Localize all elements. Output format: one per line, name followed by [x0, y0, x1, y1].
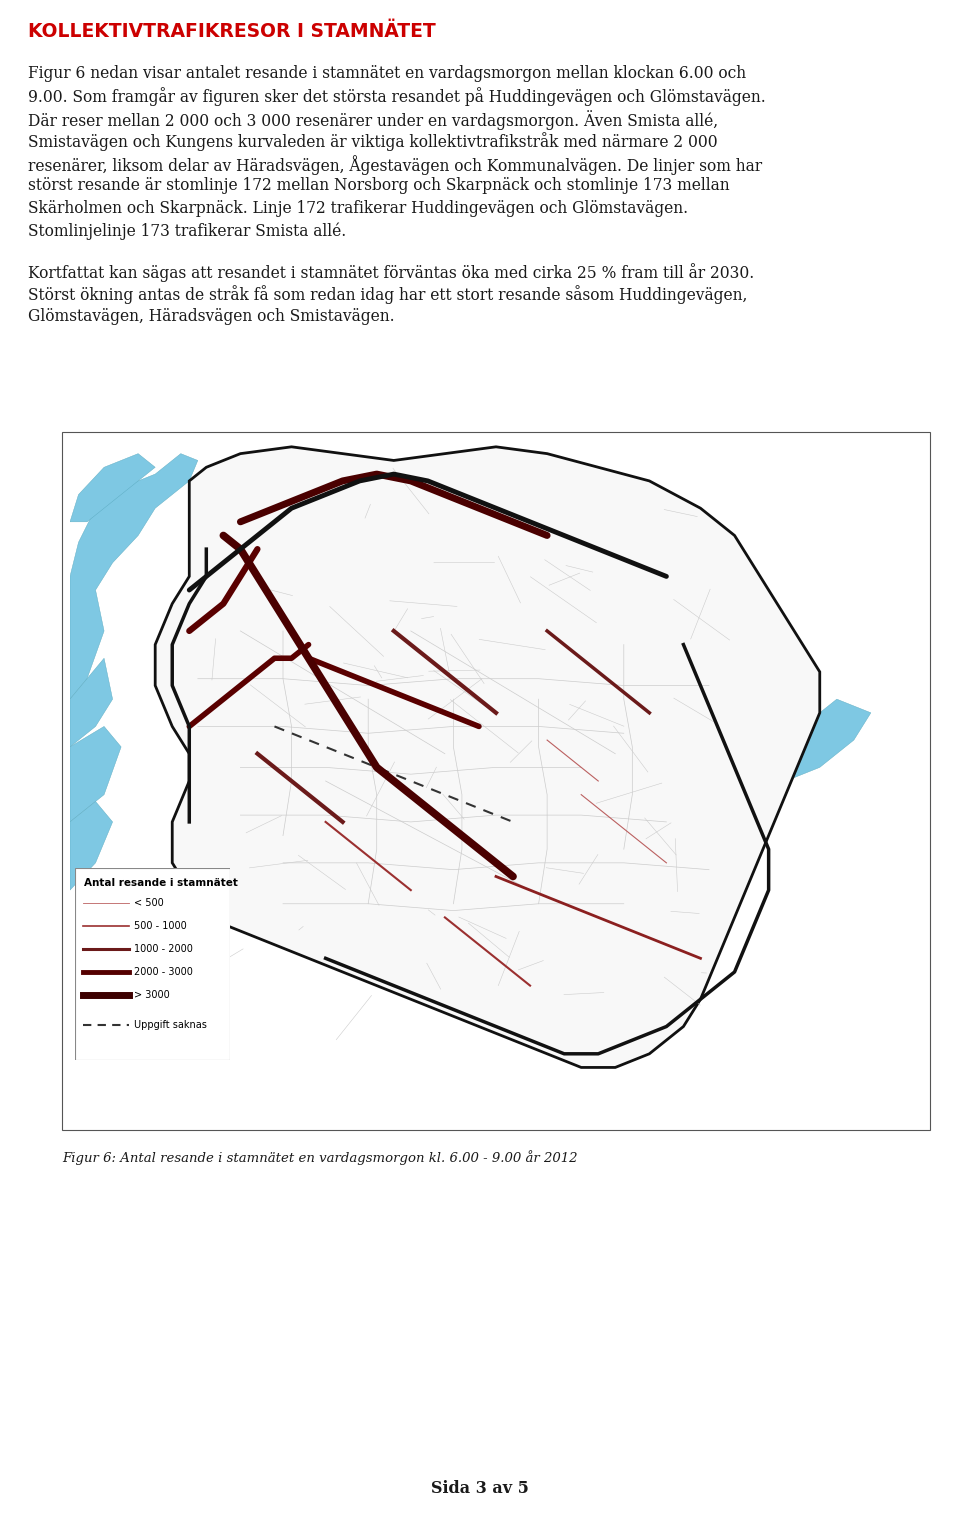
Polygon shape — [70, 726, 121, 823]
Text: störst resande är stomlinje 172 mellan Norsborg och Skarpnäck och stomlinje 173 : störst resande är stomlinje 172 mellan N… — [28, 177, 730, 194]
Polygon shape — [70, 453, 156, 521]
Polygon shape — [462, 945, 547, 1000]
Text: 9.00. Som framgår av figuren sker det största resandet på Huddingevägen och Glöm: 9.00. Som framgår av figuren sker det st… — [28, 88, 766, 106]
Polygon shape — [649, 562, 734, 630]
Text: Där reser mellan 2 000 och 3 000 resenärer under en vardagsmorgon. Även Smista a: Där reser mellan 2 000 och 3 000 resenär… — [28, 111, 718, 130]
Text: Antal resande i stamnätet: Antal resande i stamnätet — [84, 877, 238, 888]
Text: Störst ökning antas de stråk få som redan idag har ett stort resande såsom Huddi: Störst ökning antas de stråk få som reda… — [28, 285, 748, 305]
Text: Skärholmen och Skarpnäck. Linje 172 trafikerar Huddingevägen och Glömstavägen.: Skärholmen och Skarpnäck. Linje 172 traf… — [28, 200, 688, 217]
Text: Stomlinjelinje 173 trafikerar Smista allé.: Stomlinjelinje 173 trafikerar Smista all… — [28, 223, 347, 239]
Text: > 3000: > 3000 — [133, 989, 170, 1000]
Text: 2000 - 3000: 2000 - 3000 — [133, 967, 193, 977]
Bar — [62, 432, 930, 1130]
Polygon shape — [496, 823, 564, 864]
Polygon shape — [428, 768, 513, 823]
Polygon shape — [70, 801, 112, 891]
Text: KOLLEKTIVTRAFIKRESOR I STAMNÄTET: KOLLEKTIVTRAFIKRESOR I STAMNÄTET — [28, 23, 436, 41]
Polygon shape — [70, 658, 112, 747]
Text: Figur 6 nedan visar antalet resande i stamnätet en vardagsmorgon mellan klockan : Figur 6 nedan visar antalet resande i st… — [28, 65, 746, 82]
Text: 1000 - 2000: 1000 - 2000 — [133, 944, 193, 953]
Polygon shape — [156, 447, 820, 1068]
Text: Kortfattat kan sägas att resandet i stamnätet förväntas öka med cirka 25 % fram : Kortfattat kan sägas att resandet i stam… — [28, 264, 755, 282]
Polygon shape — [769, 698, 871, 782]
Text: Glömstavägen, Häradsvägen och Smistavägen.: Glömstavägen, Häradsvägen och Smistaväge… — [28, 308, 395, 326]
Text: 500 - 1000: 500 - 1000 — [133, 921, 186, 930]
Polygon shape — [70, 453, 198, 698]
Text: Smistavägen och Kungens kurvaleden är viktiga kollektivtrafikstråk med närmare 2: Smistavägen och Kungens kurvaleden är vi… — [28, 132, 718, 152]
Polygon shape — [717, 658, 820, 741]
Text: resenärer, liksom delar av Häradsvägen, Ågestavägen och Kommunalvägen. De linjer: resenärer, liksom delar av Häradsvägen, … — [28, 155, 762, 174]
Polygon shape — [666, 617, 769, 698]
Text: Uppgift saknas: Uppgift saknas — [133, 1021, 206, 1030]
Polygon shape — [428, 864, 496, 918]
Text: < 500: < 500 — [133, 897, 163, 907]
Text: Figur 6: Antal resande i stamnätet en vardagsmorgon kl. 6.00 - 9.00 år 2012: Figur 6: Antal resande i stamnätet en va… — [62, 1150, 578, 1165]
Text: Sida 3 av 5: Sida 3 av 5 — [431, 1480, 529, 1497]
